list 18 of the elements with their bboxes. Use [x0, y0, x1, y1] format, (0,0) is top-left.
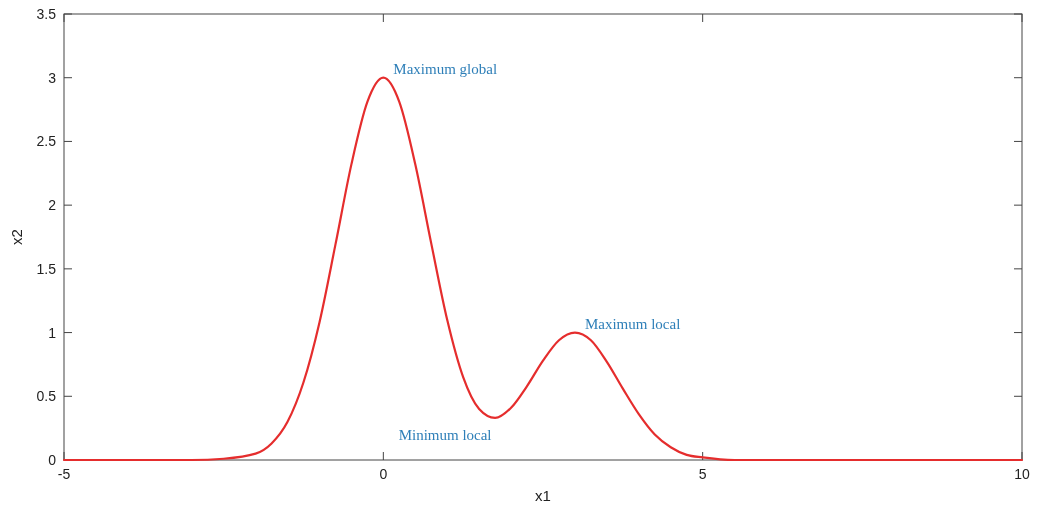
- y-tick-label: 0.5: [36, 388, 57, 405]
- annotation: Minimum local: [398, 426, 492, 443]
- y-tick-label: 3.5: [36, 6, 57, 22]
- x-tick-label: 5: [698, 466, 707, 482]
- y-tick-label: 0: [48, 452, 57, 468]
- y-tick-label: 1: [48, 324, 57, 341]
- line-series: [62, 76, 1024, 462]
- y-tick-label: 3: [48, 69, 57, 86]
- y-axis-title: x2: [8, 229, 25, 245]
- x-tick-label: -5: [57, 466, 71, 482]
- x-axis-title: x1: [535, 487, 551, 504]
- y-tick-label: 2: [48, 197, 57, 214]
- y-tick-label: 1.5: [36, 260, 57, 277]
- y-tick-label: 2.5: [36, 133, 57, 150]
- x-tick-label: 10: [1014, 466, 1030, 482]
- annotation: Maximum local: [584, 315, 681, 332]
- annotation: Maximum global: [393, 60, 498, 77]
- x-tick-label: 0: [379, 466, 388, 482]
